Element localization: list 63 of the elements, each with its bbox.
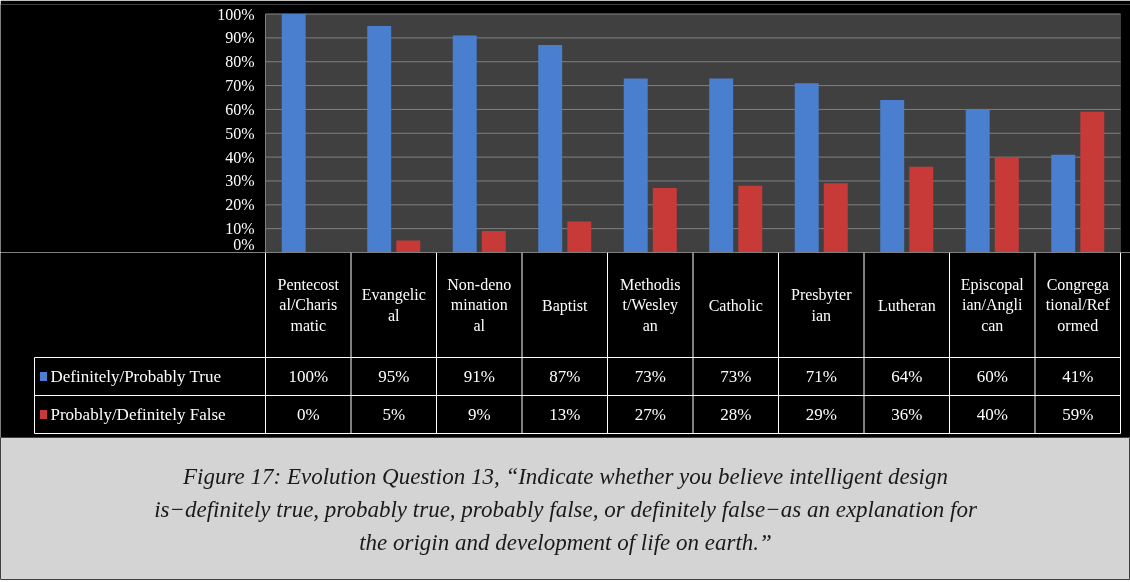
data-label: 13% xyxy=(549,405,581,424)
data-label: 28% xyxy=(720,405,752,424)
bar xyxy=(567,221,592,252)
caption: Figure 17: Evolution Question 13, “Indicate whether you believe intelligent design is−definitely true, probably true, probably false, or definitely false−as an explanation for the origin and development of life on earth.” xyxy=(154,463,978,555)
x-tick-label: Congregational/Reformed xyxy=(1045,276,1111,334)
x-tick-label: Pentecostal/Charismatic xyxy=(277,276,340,334)
x-tick-label: Catholic xyxy=(708,296,763,314)
y-tick-label: 70% xyxy=(225,77,255,95)
x-tick-label: Lutheran xyxy=(877,296,936,314)
bar xyxy=(880,99,905,252)
bar xyxy=(909,166,934,252)
x-tick-label: Presbyterian xyxy=(791,286,853,324)
data-label: 29% xyxy=(805,405,837,424)
data-label: 95% xyxy=(378,367,410,386)
x-tick-label: Non-denominational xyxy=(447,276,512,334)
bar xyxy=(965,109,990,252)
y-tick-label: 30% xyxy=(225,172,255,190)
data-label: 64% xyxy=(891,367,923,386)
x-tick-label: Episcopalian/Anglican xyxy=(960,276,1025,334)
data-label: 9% xyxy=(467,405,491,424)
data-label: 41% xyxy=(1062,367,1094,386)
data-label: 27% xyxy=(634,405,666,424)
bar xyxy=(452,35,477,252)
data-label: 91% xyxy=(463,367,495,386)
y-tick-label: 50% xyxy=(225,124,255,142)
bar xyxy=(1080,111,1105,252)
y-tick-label: 90% xyxy=(225,29,255,47)
x-tick-label: Evangelical xyxy=(361,286,426,324)
bar xyxy=(738,185,763,252)
data-label: 36% xyxy=(891,405,923,424)
x-tick-label: Methodist/Wesleyan xyxy=(620,276,681,334)
bar xyxy=(538,45,563,252)
data-label: 100% xyxy=(288,367,329,386)
bar xyxy=(994,157,1019,252)
y-tick-label: 10% xyxy=(225,220,255,238)
bar xyxy=(1051,154,1076,252)
data-label: 71% xyxy=(805,367,837,386)
bar xyxy=(367,25,392,252)
bar xyxy=(652,188,677,252)
data-label: 60% xyxy=(976,367,1008,386)
y-tick-label: 60% xyxy=(225,100,255,118)
y-tick-label: 100% xyxy=(217,5,255,23)
bar xyxy=(794,83,819,252)
legend-label: Definitely/Probably True xyxy=(50,367,221,386)
data-label: 0% xyxy=(296,405,320,424)
bar xyxy=(623,78,648,252)
bar xyxy=(481,231,506,252)
data-label: 59% xyxy=(1062,405,1094,424)
bar xyxy=(823,183,848,252)
x-tick-label: Baptist xyxy=(542,296,588,315)
y-tick-label: 40% xyxy=(225,148,255,166)
data-label: 73% xyxy=(720,367,752,386)
data-label: 40% xyxy=(976,405,1008,424)
bar xyxy=(709,78,734,252)
y-tick-label: 80% xyxy=(225,53,255,71)
y-tick-label: 0% xyxy=(233,235,255,253)
legend-label: Probably/Definitely False xyxy=(50,405,226,424)
bar xyxy=(396,240,421,252)
data-label: 73% xyxy=(634,367,666,386)
data-label: 5% xyxy=(382,405,406,424)
data-label: 87% xyxy=(549,367,581,386)
bar xyxy=(281,14,306,252)
y-tick-label: 20% xyxy=(225,196,255,214)
